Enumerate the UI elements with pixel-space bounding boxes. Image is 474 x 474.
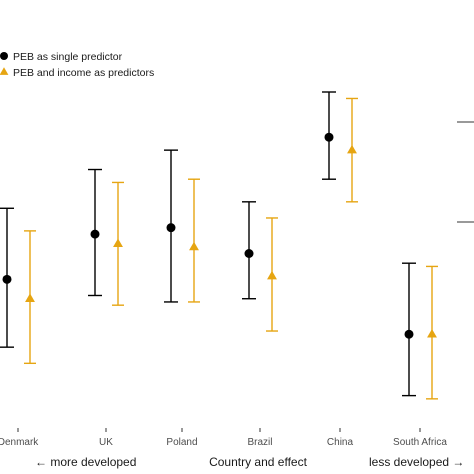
x-axis-label-left: ← more developed xyxy=(35,455,136,469)
x-tick-label-brazil: Brazil xyxy=(247,437,272,448)
x-tick-label-poland: Poland xyxy=(166,437,197,448)
series-peb-and-income-as-predictors xyxy=(24,97,438,400)
point-uk-income xyxy=(113,238,123,248)
point-brazil-income xyxy=(267,270,277,280)
point-poland-single xyxy=(166,223,176,233)
series-layer xyxy=(0,91,438,400)
series-peb-as-single-predictor xyxy=(0,91,416,397)
point-china-single xyxy=(324,132,334,142)
point-denmark-single xyxy=(2,274,12,284)
point-denmark-income xyxy=(25,293,35,302)
legend: PEB as single predictor PEB and income a… xyxy=(0,51,154,79)
x-axis-title: Country and effect xyxy=(209,455,308,469)
legend-label-peb-and-income-as-predictors: PEB and income as predictors xyxy=(13,67,154,79)
right-axis-ticks xyxy=(457,121,474,223)
x-axis-label-right: less developed → xyxy=(369,455,464,469)
x-tick-label-china: China xyxy=(327,437,354,448)
x-tick-label-south-africa: South Africa xyxy=(393,437,447,448)
point-brazil-single xyxy=(244,249,254,258)
legend-item-income-predictors: PEB and income as predictors xyxy=(0,67,154,79)
legend-marker-peb-and-income-as-predictors xyxy=(0,67,9,75)
point-uk-single xyxy=(90,229,100,239)
point-south-africa-income xyxy=(427,328,437,338)
point-south-africa-single xyxy=(404,329,414,339)
point-china-income xyxy=(347,144,357,154)
legend-item-single-predictor: PEB as single predictor xyxy=(0,51,123,63)
x-tick-label-uk: UK xyxy=(99,437,113,448)
legend-marker-peb-as-single-predictor xyxy=(0,52,8,60)
x-tick-label-denmark: Denmark xyxy=(0,437,39,448)
legend-label-peb-as-single-predictor: PEB as single predictor xyxy=(13,51,123,63)
point-poland-income xyxy=(189,241,199,251)
x-axis: Denmark UK Poland Brazil China South Africa xyxy=(0,428,447,448)
